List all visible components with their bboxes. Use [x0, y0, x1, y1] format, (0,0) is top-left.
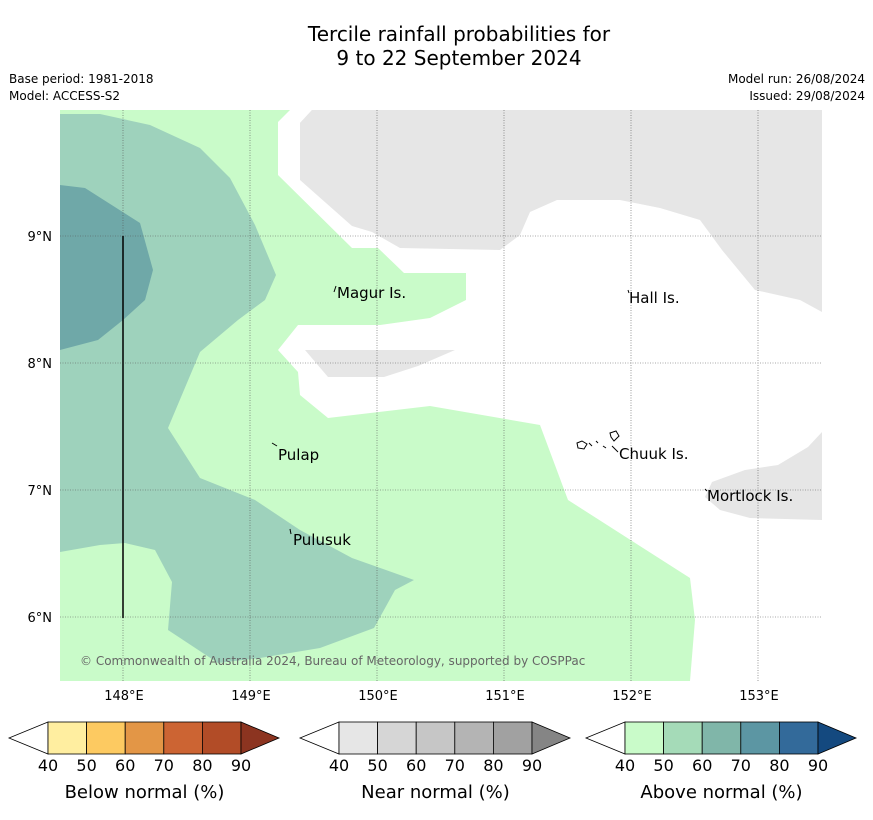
legend-tick-label: 40: [615, 756, 635, 775]
legend-tick-label: 70: [154, 756, 174, 775]
map-area[interactable]: [60, 110, 822, 681]
title-line-2: 9 to 22 September 2024: [336, 46, 582, 70]
legend-swatch: [124, 721, 165, 755]
legend-tick-label: 70: [445, 756, 465, 775]
legend-swatch: [377, 721, 417, 755]
legend-tick-label: 80: [483, 756, 503, 775]
lon-label-150: 150°E: [358, 689, 398, 704]
issued-date: Issued: 29/08/2024: [749, 89, 865, 103]
lon-label-151: 151°E: [485, 689, 525, 704]
legend-max-arrow: [817, 721, 858, 755]
place-label-pulusuk: Pulusuk: [293, 531, 351, 549]
legend-tick-label: 70: [731, 756, 751, 775]
legend-swatch: [454, 721, 494, 755]
lat-label-7: 7°N: [28, 484, 53, 499]
legend-swatch: [701, 721, 742, 755]
legend-tick-label: 40: [329, 756, 349, 775]
lon-label-148: 148°E: [104, 689, 144, 704]
lat-label-8: 8°N: [28, 357, 53, 372]
legend-above-normal: 40 50 60 70 80 90 Above normal (%): [584, 721, 858, 803]
legend-max-arrow: [240, 721, 281, 755]
gridlines: [60, 110, 822, 681]
legend-tick-label: 50: [653, 756, 673, 775]
legend-tick-label: 60: [406, 756, 426, 775]
legend-swatch: [338, 721, 378, 755]
map-title: Tercile rainfall probabilities for 9 to …: [0, 22, 873, 70]
lat-label-6: 6°N: [28, 611, 53, 626]
legend-swatch: [663, 721, 703, 755]
legend-tick-label: 80: [769, 756, 789, 775]
base-period: Base period: 1981-2018: [9, 72, 154, 86]
legend-swatch: [624, 721, 664, 755]
lon-label-149: 149°E: [231, 689, 271, 704]
legend-swatch: [47, 721, 87, 755]
legend-tick-label: 90: [231, 756, 251, 775]
model-run: Model run: 26/08/2024: [727, 72, 865, 86]
legend-tick-label: 50: [367, 756, 387, 775]
near-normal-east-region: [705, 432, 822, 520]
legend-swatch: [779, 721, 819, 755]
legend-tick-label: 60: [692, 756, 712, 775]
above-normal-60-region: [60, 185, 153, 350]
legend-swatch: [201, 721, 242, 755]
place-label-chuuk: Chuuk Is.: [619, 445, 688, 463]
legend-below-normal: 40 50 60 70 80 90 Below normal (%): [7, 721, 281, 803]
legend-swatch: [740, 721, 780, 755]
legend-min-arrow: [584, 721, 626, 755]
legend-title: Near normal (%): [361, 782, 510, 803]
lat-label-9: 9°N: [28, 230, 53, 245]
legend-tick-label: 90: [808, 756, 828, 775]
place-label-mortlock: Mortlock Is.: [707, 487, 793, 505]
legend-tick-label: 60: [115, 756, 135, 775]
near-normal-mid-region: [305, 350, 455, 377]
legend-swatch: [163, 721, 203, 755]
lon-label-153: 153°E: [739, 689, 779, 704]
legend-min-arrow: [7, 721, 49, 755]
title-line-1: Tercile rainfall probabilities for: [307, 22, 611, 46]
legend-tick-label: 40: [38, 756, 58, 775]
meta-right: Model run: 26/08/2024 Issued: 29/08/2024: [728, 71, 865, 105]
legend-max-arrow: [531, 721, 572, 755]
island-marks: [271, 285, 708, 535]
legend-title: Above normal (%): [640, 782, 802, 803]
legend-min-arrow: [298, 721, 340, 755]
place-label-magur: Magur Is.: [337, 284, 406, 302]
near-normal-upper-region: [300, 110, 822, 312]
meta-left: Base period: 1981-2018 Model: ACCESS-S2: [9, 71, 154, 105]
legend-swatch: [415, 721, 456, 755]
legend-tick-label: 50: [76, 756, 96, 775]
legend-tick-label: 80: [192, 756, 212, 775]
place-label-pulap: Pulap: [278, 446, 319, 464]
above-normal-50-region: [60, 114, 414, 663]
legend-tick-label: 90: [522, 756, 542, 775]
legend-near-normal: 40 50 60 70 80 90 Near normal (%): [298, 721, 572, 803]
legend-swatch: [86, 721, 126, 755]
lon-label-152: 152°E: [612, 689, 652, 704]
legend-title: Below normal (%): [65, 782, 225, 803]
model-name: Model: ACCESS-S2: [9, 89, 121, 103]
copyright-text: © Commonwealth of Australia 2024, Bureau…: [80, 654, 585, 668]
place-label-hall: Hall Is.: [629, 289, 680, 307]
legend-swatch: [492, 721, 533, 755]
